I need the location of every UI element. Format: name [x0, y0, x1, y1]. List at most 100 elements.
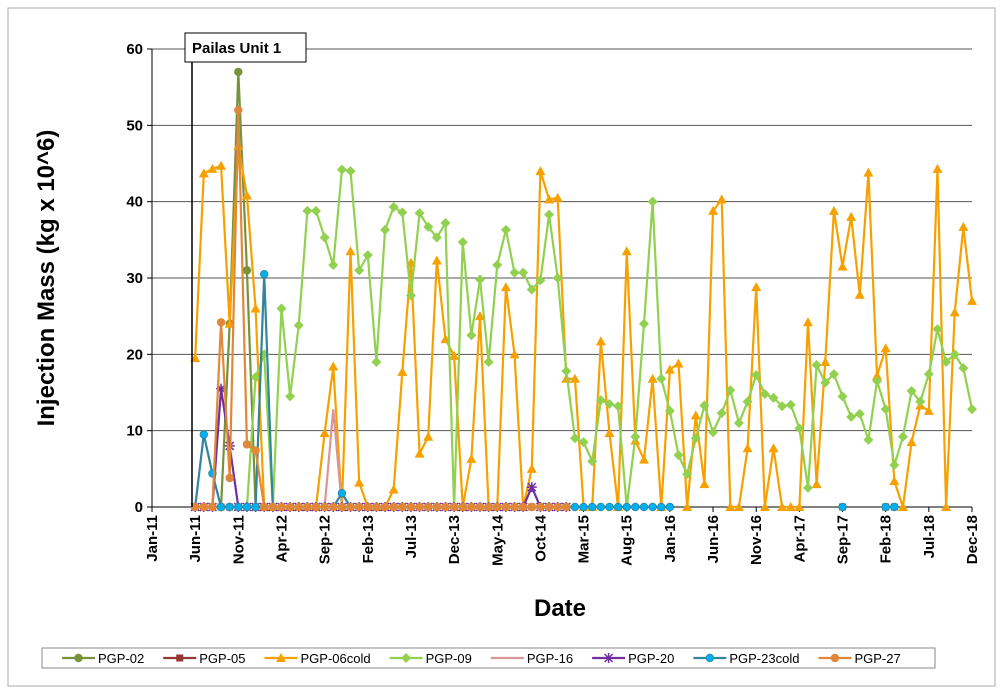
- y-tick-label: 30: [126, 270, 143, 287]
- marker: [510, 502, 519, 512]
- marker: [872, 370, 883, 380]
- annotation: Pailas Unit 1: [192, 40, 281, 57]
- marker: [440, 218, 451, 229]
- marker: [199, 430, 208, 439]
- marker: [830, 653, 840, 663]
- x-tick-label: Dec-13: [446, 515, 463, 564]
- marker: [889, 476, 900, 486]
- marker: [639, 454, 649, 464]
- marker: [897, 431, 908, 442]
- marker: [561, 366, 572, 377]
- marker: [544, 194, 555, 204]
- marker: [664, 405, 675, 416]
- marker: [872, 376, 883, 387]
- marker: [536, 502, 545, 512]
- marker: [803, 482, 813, 493]
- marker: [881, 502, 890, 512]
- marker: [768, 392, 779, 403]
- legend-label: PGP-02: [98, 651, 144, 666]
- marker: [535, 275, 546, 286]
- marker: [337, 502, 347, 512]
- marker: [630, 431, 641, 442]
- marker: [803, 317, 813, 327]
- marker: [708, 427, 719, 438]
- marker: [345, 166, 356, 177]
- marker: [569, 433, 580, 444]
- marker: [742, 396, 753, 407]
- marker: [345, 246, 356, 256]
- marker: [242, 502, 252, 512]
- marker: [733, 418, 744, 429]
- marker: [725, 502, 736, 511]
- marker: [354, 477, 365, 487]
- marker: [449, 350, 460, 360]
- x-tick-label: Jul-13: [403, 515, 420, 558]
- marker: [320, 502, 329, 512]
- marker: [526, 463, 537, 473]
- marker: [431, 255, 442, 265]
- marker: [603, 653, 614, 663]
- marker: [544, 209, 555, 220]
- marker: [406, 502, 416, 512]
- marker: [794, 502, 805, 511]
- marker: [372, 502, 381, 512]
- x-tick-label: Jul-18: [921, 515, 938, 558]
- marker: [631, 502, 640, 512]
- marker: [285, 391, 296, 402]
- marker: [431, 232, 442, 243]
- marker: [880, 343, 891, 353]
- marker: [613, 502, 623, 512]
- marker: [716, 408, 727, 419]
- marker: [544, 502, 554, 512]
- x-tick-label: Aug-15: [619, 515, 636, 566]
- marker: [958, 363, 969, 374]
- marker: [854, 289, 865, 299]
- marker: [492, 260, 503, 271]
- marker: [302, 205, 313, 216]
- marker: [906, 437, 917, 447]
- marker: [588, 502, 597, 512]
- marker: [208, 502, 217, 512]
- marker: [328, 260, 339, 271]
- marker: [397, 366, 408, 376]
- marker: [854, 408, 865, 419]
- marker: [294, 502, 303, 512]
- marker: [863, 167, 874, 177]
- marker: [647, 196, 658, 207]
- marker: [484, 502, 493, 512]
- marker: [621, 246, 632, 256]
- legend-label: PGP-27: [854, 651, 900, 666]
- marker: [906, 385, 917, 396]
- marker: [949, 307, 960, 317]
- marker: [457, 237, 468, 248]
- marker: [380, 502, 390, 512]
- marker: [414, 208, 425, 219]
- marker: [699, 400, 710, 411]
- marker: [389, 502, 398, 512]
- marker: [941, 356, 952, 367]
- marker: [216, 318, 226, 327]
- marker: [605, 502, 614, 512]
- marker: [424, 502, 433, 512]
- x-tick-label: Oct-14: [532, 514, 549, 561]
- legend-label: PGP-06cold: [301, 651, 371, 666]
- marker: [673, 358, 684, 368]
- marker: [518, 502, 528, 512]
- chart-frame: [7, 7, 996, 687]
- legend-label: PGP-16: [527, 651, 573, 666]
- marker: [941, 502, 952, 511]
- marker: [388, 202, 399, 213]
- marker: [493, 502, 502, 512]
- marker: [458, 502, 467, 512]
- marker: [268, 502, 278, 512]
- marker: [785, 502, 796, 511]
- marker: [388, 484, 399, 494]
- marker: [759, 502, 770, 511]
- marker: [526, 482, 537, 493]
- x-tick-label: Jun-16: [705, 515, 722, 563]
- marker: [777, 401, 788, 412]
- x-tick-label: Apr-17: [791, 515, 808, 563]
- marker: [397, 207, 408, 218]
- marker: [923, 369, 934, 380]
- marker: [527, 502, 536, 512]
